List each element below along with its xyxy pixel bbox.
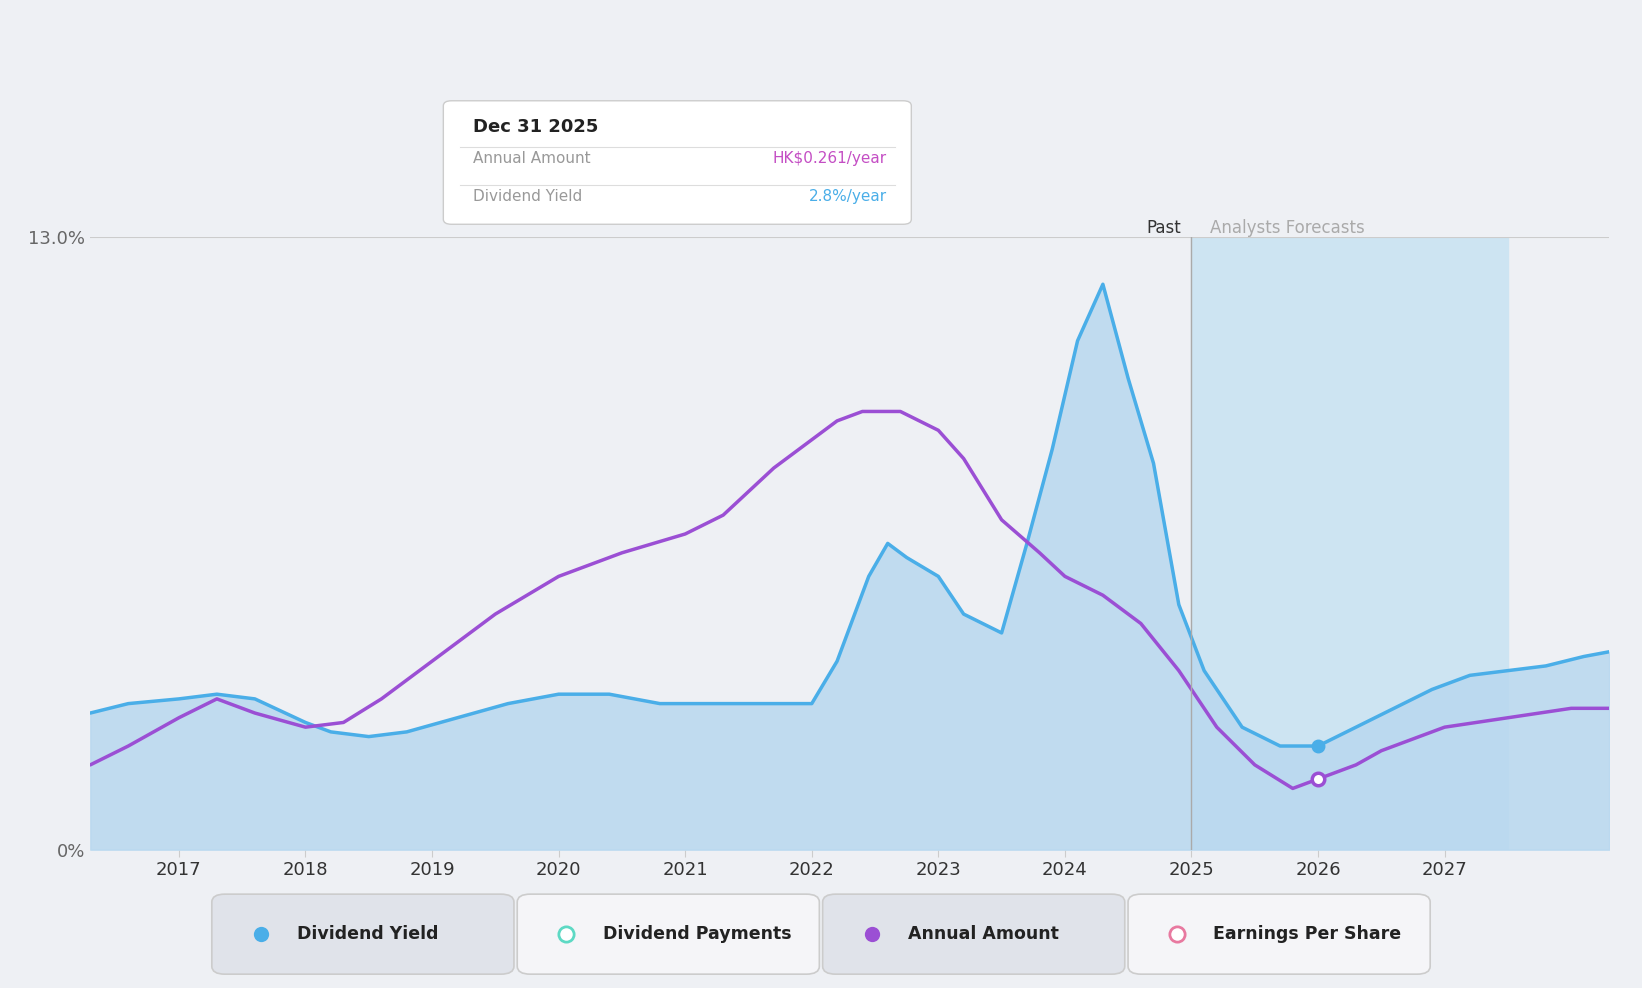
- Text: Analysts Forecasts: Analysts Forecasts: [1210, 219, 1365, 237]
- Text: Dividend Yield: Dividend Yield: [473, 189, 583, 204]
- Bar: [1192, 237, 1507, 850]
- Text: Past: Past: [1146, 219, 1181, 237]
- Text: Annual Amount: Annual Amount: [908, 925, 1059, 944]
- Text: 2.8%/year: 2.8%/year: [808, 189, 887, 204]
- Text: Dividend Payments: Dividend Payments: [603, 925, 791, 944]
- Text: Dec 31 2025: Dec 31 2025: [473, 118, 598, 135]
- Text: Earnings Per Share: Earnings Per Share: [1213, 925, 1402, 944]
- Text: HK$0.261/year: HK$0.261/year: [772, 151, 887, 166]
- Text: Dividend Yield: Dividend Yield: [297, 925, 438, 944]
- Text: Annual Amount: Annual Amount: [473, 151, 591, 166]
